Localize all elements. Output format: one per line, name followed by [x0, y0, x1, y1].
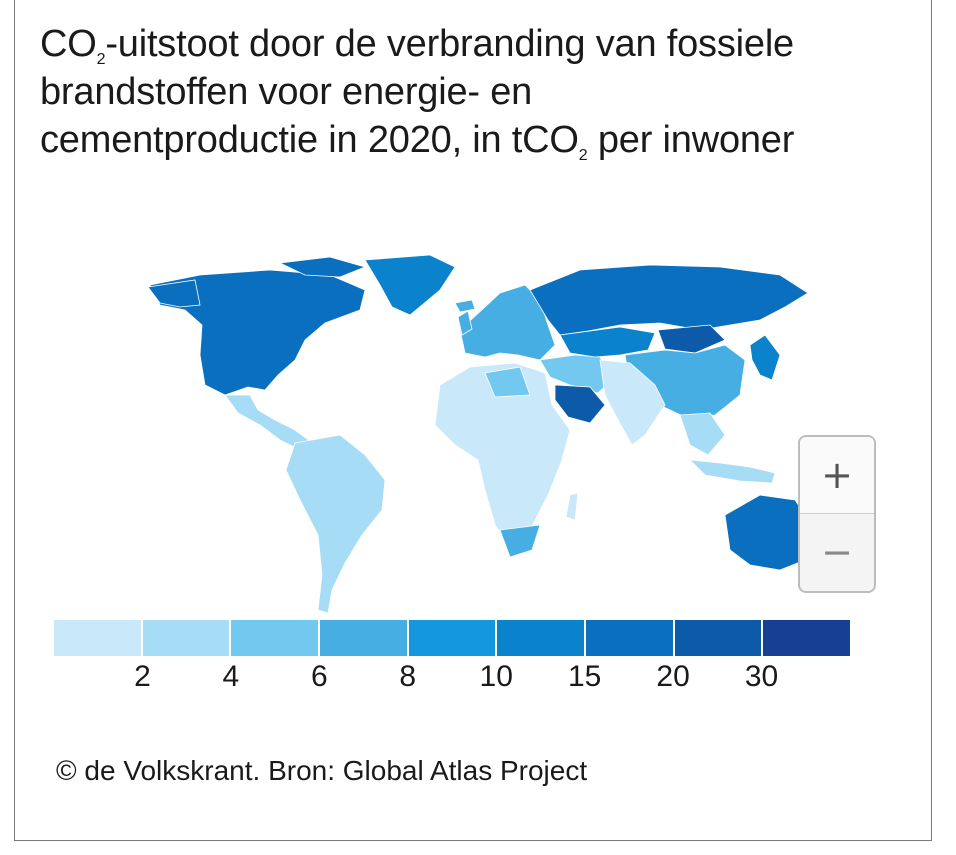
region-uk[interactable]	[457, 310, 473, 336]
region-mongolia[interactable]	[657, 324, 726, 354]
legend-swatch	[320, 620, 407, 656]
region-southeast-asia[interactable]	[679, 412, 726, 456]
legend-tick-label: 30	[744, 660, 779, 693]
legend-swatch	[231, 620, 319, 656]
region-south-asia[interactable]	[599, 359, 666, 446]
region-north-africa[interactable]	[484, 366, 531, 398]
legend-tick-label: 6	[310, 660, 328, 693]
zoom-out-button[interactable]: −	[821, 530, 853, 574]
region-central-america[interactable]	[224, 394, 311, 451]
world-map[interactable]	[100, 245, 820, 620]
region-greenland[interactable]	[364, 254, 456, 316]
region-south-africa[interactable]	[499, 524, 541, 558]
legend-swatch	[763, 620, 851, 656]
region-europe[interactable]	[459, 284, 556, 361]
color-legend	[54, 620, 851, 656]
legend-tick-label: 4	[222, 660, 240, 693]
region-alaska[interactable]	[147, 279, 201, 308]
region-south-america[interactable]	[285, 434, 386, 614]
region-africa[interactable]	[434, 362, 571, 546]
legend-swatch	[497, 620, 585, 656]
legend-tick-label: 10	[479, 660, 513, 693]
chart-title: CO2-uitstoot door de verbranding van fos…	[40, 23, 795, 164]
legend-swatch	[54, 620, 141, 656]
region-central-asia[interactable]	[559, 326, 656, 358]
legend-tick-label: 2	[134, 660, 151, 693]
region-iceland[interactable]	[454, 299, 476, 313]
legend-swatch	[586, 620, 673, 656]
legend-tick-label: 8	[399, 660, 417, 693]
region-indonesia[interactable]	[688, 459, 776, 484]
legend-swatch	[142, 620, 230, 656]
legend-swatch	[408, 620, 496, 656]
region-russia[interactable]	[529, 264, 809, 336]
legend-ticks: 2 4 6 8 10 15 20 30	[54, 660, 850, 700]
legend-tick-label: 15	[567, 660, 602, 693]
region-japan-korea[interactable]	[749, 334, 781, 381]
zoom-in-button[interactable]: +	[800, 437, 874, 514]
source-credit: © de Volkskrant. Bron: Global Atlas Proj…	[56, 755, 588, 786]
region-arctic-islands[interactable]	[278, 256, 367, 278]
zoom-control: + −	[798, 435, 876, 593]
legend-tick-label: 20	[656, 660, 690, 693]
region-saudi-arabia[interactable]	[554, 384, 606, 424]
legend-swatch	[674, 620, 762, 656]
region-madagascar[interactable]	[565, 492, 579, 521]
